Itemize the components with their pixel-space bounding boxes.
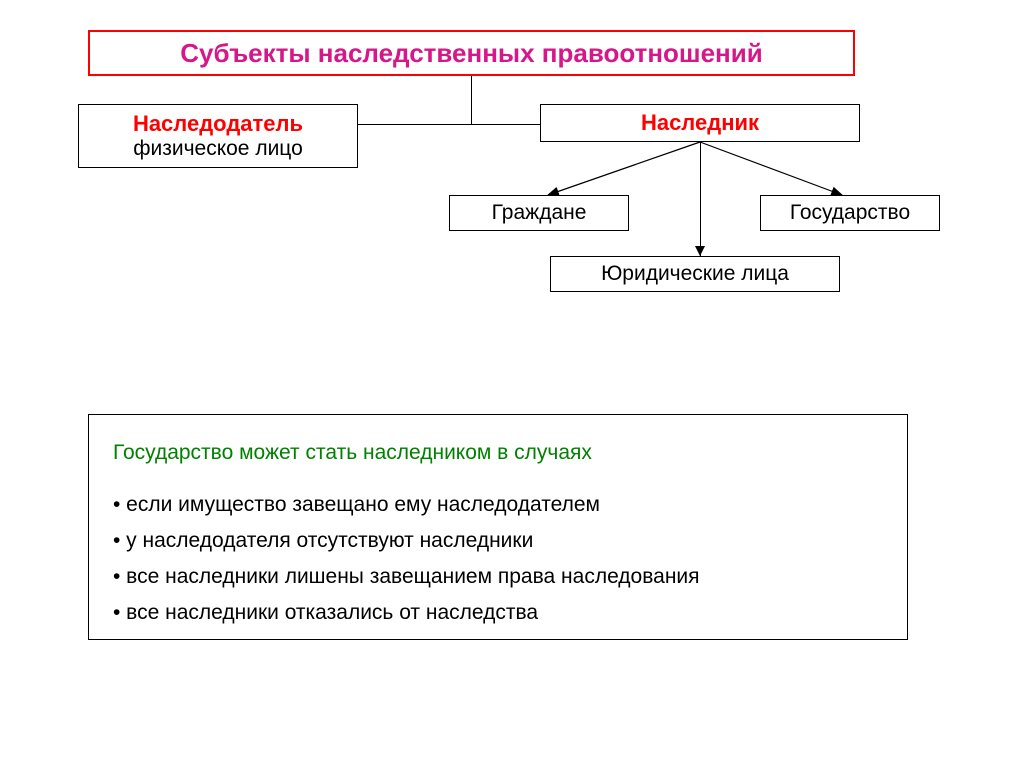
arrows-svg [0, 0, 1024, 767]
arrow-to-legal-tip [695, 246, 705, 256]
info-bullet-item: • если имущество завещано ему наследодат… [113, 487, 883, 523]
info-bullet-item: • у наследодателя отсутствуют наследники [113, 523, 883, 559]
info-bullet-item: • все наследники лишены завещанием права… [113, 559, 883, 595]
arrow-to-citizens [548, 142, 700, 195]
info-box: Государство может стать наследником в сл… [88, 414, 908, 640]
info-heading: Государство может стать наследником в сл… [113, 435, 883, 471]
arrow-to-state [700, 142, 842, 195]
info-bullets: • если имущество завещано ему наследодат… [113, 487, 883, 630]
info-bullet-item: • все наследники отказались от наследств… [113, 595, 883, 631]
